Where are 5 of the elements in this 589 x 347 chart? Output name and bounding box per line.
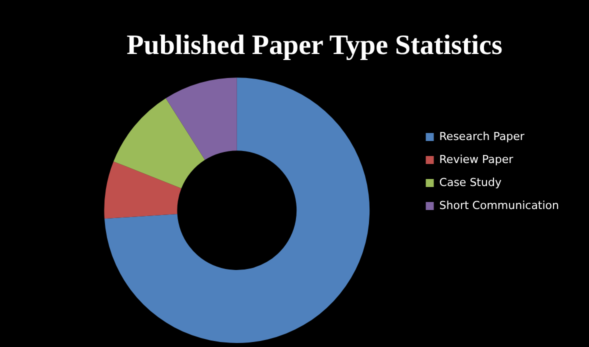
- legend-label: Short Communication: [439, 198, 560, 212]
- legend-label: Review Paper: [439, 152, 514, 166]
- chart-title: Published Paper Type Statistics: [126, 30, 502, 62]
- legend-label: Case Study: [439, 176, 502, 189]
- legend-label: Research Paper: [439, 130, 525, 143]
